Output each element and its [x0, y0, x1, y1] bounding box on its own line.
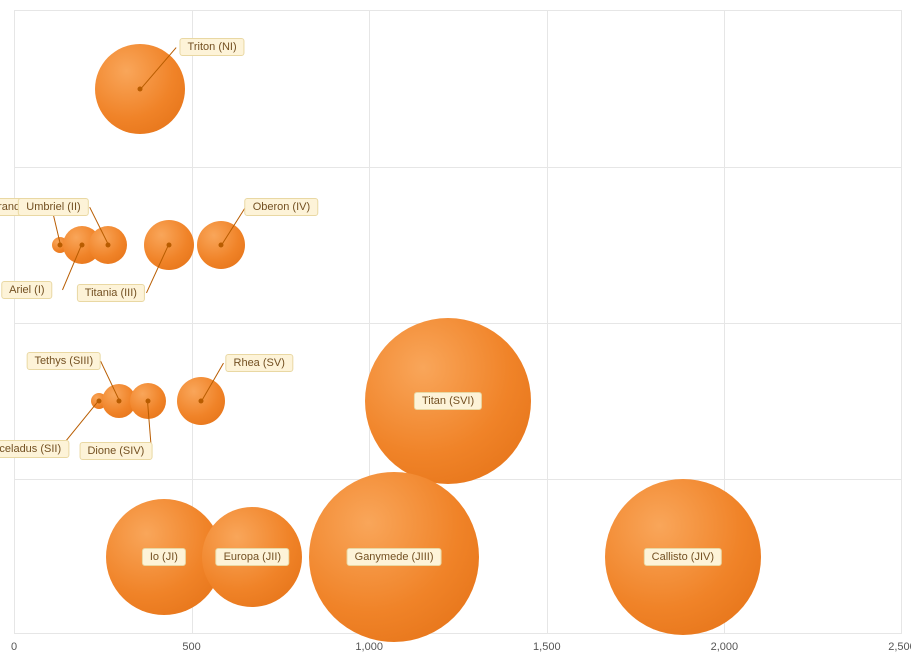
x-tick-label: 2,000: [711, 641, 739, 653]
x-tick-label: 0: [11, 641, 17, 653]
x-tick-label: 500: [182, 641, 200, 653]
x-tick-label: 1,500: [533, 641, 561, 653]
x-tick-label: 2,500: [888, 641, 911, 653]
data-label: Ganymede (JIII): [347, 548, 442, 566]
data-label: Dione (SIV): [79, 442, 152, 460]
x-tick-label: 1,000: [355, 641, 383, 653]
data-label: Titan (SVI): [414, 392, 482, 410]
data-label: Enceladus (SII): [0, 440, 69, 458]
grid-horizontal: [14, 167, 901, 168]
data-label: Titania (III): [77, 284, 145, 302]
data-label: Rhea (SV): [226, 354, 293, 372]
data-label: Callisto (JIV): [644, 548, 722, 566]
data-label: Triton (NI): [180, 38, 245, 56]
x-axis-line: [14, 633, 901, 634]
data-label: Io (JI): [142, 548, 186, 566]
plot-area: 05001,0001,5002,0002,500Triton (NI)Miran…: [14, 10, 902, 634]
data-label: Umbriel (II): [18, 198, 88, 216]
data-label: Europa (JII): [216, 548, 289, 566]
data-label: Ariel (I): [1, 281, 52, 299]
data-label: Oberon (IV): [245, 198, 318, 216]
data-label: Tethys (SIII): [26, 352, 101, 370]
bubble-chart: 05001,0001,5002,0002,500Triton (NI)Miran…: [0, 0, 911, 661]
